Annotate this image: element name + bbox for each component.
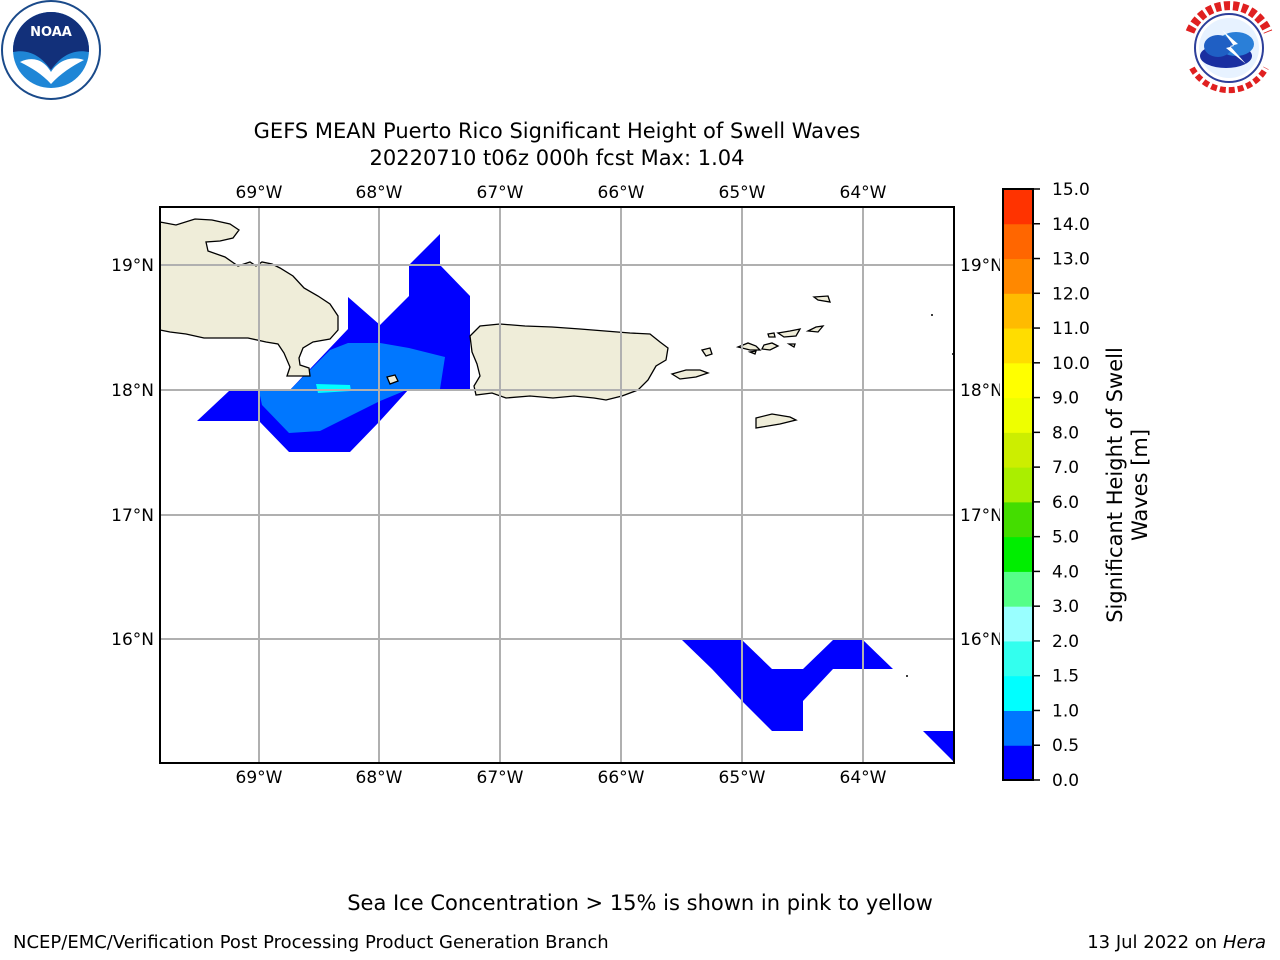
colorbar-tick-label: 9.0 bbox=[1052, 389, 1079, 409]
colorbar-swatch bbox=[1003, 258, 1033, 294]
colorbar-swatch bbox=[1003, 293, 1033, 329]
colorbar-title-line1: Significant Height of Swell bbox=[1103, 347, 1127, 623]
lon-label: 67°W bbox=[477, 183, 524, 203]
colorbar-swatch bbox=[1003, 571, 1033, 607]
colorbar-swatch bbox=[1003, 362, 1033, 399]
colorbar-tick-label: 15.0 bbox=[1052, 180, 1090, 200]
anegada bbox=[812, 295, 831, 303]
hispaniola bbox=[159, 218, 339, 377]
colorbar-swatch bbox=[1003, 467, 1033, 503]
lon-labels-top: 69°W 68°W 67°W 66°W 65°W 64°W bbox=[236, 183, 887, 203]
sea-ice-note: Sea Ice Concentration > 15% is shown in … bbox=[347, 891, 933, 915]
colorbar-swatch bbox=[1003, 710, 1033, 746]
lat-label: 17°N bbox=[960, 506, 1003, 526]
colorbar-swatches bbox=[1003, 189, 1033, 781]
lat-label: 17°N bbox=[111, 506, 154, 526]
virgin-gorda bbox=[805, 325, 825, 333]
swell-contour-mid-blue bbox=[259, 343, 445, 433]
mona-island bbox=[386, 374, 399, 385]
lon-label: 64°W bbox=[840, 768, 887, 788]
st-thomas bbox=[735, 342, 762, 351]
colorbar-tick-label: 6.0 bbox=[1052, 493, 1079, 513]
small-islet-b bbox=[786, 343, 796, 348]
map-title: GEFS MEAN Puerto Rico Significant Height… bbox=[253, 119, 861, 143]
colorbar-swatch bbox=[1003, 675, 1033, 711]
noaa-logo-text: NOAA bbox=[30, 25, 72, 40]
lon-label: 69°W bbox=[236, 183, 283, 203]
colorbar-tick-label: 12.0 bbox=[1052, 284, 1090, 304]
lon-label: 64°W bbox=[840, 183, 887, 203]
map-plot-area bbox=[159, 206, 955, 764]
colorbar-tick-label: 14.0 bbox=[1052, 215, 1090, 235]
lat-label: 18°N bbox=[111, 381, 154, 401]
production-machine: Hera bbox=[1222, 932, 1266, 953]
culebra bbox=[700, 347, 713, 357]
colorbar-tick-label: 1.0 bbox=[1052, 701, 1079, 721]
lon-label: 65°W bbox=[719, 183, 766, 203]
colorbar-swatch bbox=[1003, 745, 1033, 781]
map-subtitle: 20220710 t06z 000h fcst Max: 1.04 bbox=[369, 146, 745, 170]
colorbar-swatch bbox=[1003, 640, 1033, 677]
swell-contour-blue-corner bbox=[923, 731, 954, 762]
lat-label: 18°N bbox=[960, 381, 1003, 401]
swell-contour-blue-south bbox=[682, 640, 893, 731]
colorbar-tick-label: 13.0 bbox=[1052, 250, 1090, 270]
colorbar-swatch bbox=[1003, 189, 1033, 225]
lon-label: 65°W bbox=[719, 768, 766, 788]
lat-label: 19°N bbox=[960, 256, 1003, 276]
colorbar-tick-label: 3.0 bbox=[1052, 597, 1079, 617]
st-croix bbox=[755, 413, 798, 429]
lon-label: 66°W bbox=[598, 768, 645, 788]
small-islet-a bbox=[767, 332, 776, 338]
nws-logo bbox=[1182, 1, 1276, 95]
land-masses bbox=[159, 218, 831, 429]
colorbar-swatch bbox=[1003, 501, 1033, 538]
noaa-logo: NOAA bbox=[1, 0, 101, 100]
colorbar-swatch bbox=[1003, 328, 1033, 364]
colorbar-tick-label: 2.0 bbox=[1052, 632, 1079, 652]
vieques bbox=[670, 369, 710, 380]
lon-label: 66°W bbox=[598, 183, 645, 203]
production-date-text: 13 Jul 2022 on bbox=[1087, 932, 1223, 953]
lon-label: 68°W bbox=[356, 768, 403, 788]
colorbar-frame bbox=[1002, 188, 1034, 781]
colorbar-swatch bbox=[1003, 606, 1033, 642]
map-gridlines bbox=[160, 207, 954, 763]
small-islet-c bbox=[747, 350, 757, 355]
tortola bbox=[776, 328, 802, 338]
lon-label: 67°W bbox=[477, 768, 524, 788]
colorbar: 0.0 0.5 1.0 1.5 2.0 3.0 4.0 5.0 6.0 7.0 8.0 9.0 10.0… bbox=[1000, 180, 1090, 791]
colorbar-tick-label: 1.5 bbox=[1052, 667, 1079, 687]
producer-credit: NCEP/EMC/Verification Post Processing Pr… bbox=[13, 932, 609, 953]
map-frame bbox=[159, 206, 955, 764]
lon-label: 68°W bbox=[356, 183, 403, 203]
colorbar-tick-label: 7.0 bbox=[1052, 458, 1079, 478]
colorbar-tick-label: 0.5 bbox=[1052, 736, 1079, 756]
colorbar-tick-label: 10.0 bbox=[1052, 354, 1090, 374]
colorbar-title-line2: Waves [m] bbox=[1128, 428, 1152, 542]
lat-label: 19°N bbox=[111, 256, 154, 276]
colorbar-tick-label: 4.0 bbox=[1052, 562, 1079, 582]
colorbar-tick-label: 5.0 bbox=[1052, 528, 1079, 548]
colorbar-swatch bbox=[1003, 536, 1033, 572]
colorbar-tick-label: 0.0 bbox=[1052, 771, 1079, 791]
colorbar-swatch bbox=[1003, 223, 1033, 260]
colorbar-swatch bbox=[1003, 432, 1033, 468]
colorbar-swatch bbox=[1003, 397, 1033, 433]
colorbar-tick-label: 11.0 bbox=[1052, 319, 1090, 339]
lat-label: 16°N bbox=[960, 630, 1003, 650]
colorbar-ticks: 0.0 0.5 1.0 1.5 2.0 3.0 4.0 5.0 6.0 7.0 8.0 9.0 10.0… bbox=[1033, 180, 1090, 791]
st-john bbox=[761, 342, 780, 351]
colorbar-tick-label: 8.0 bbox=[1052, 423, 1079, 443]
lat-labels-right: 19°N 18°N 17°N 16°N bbox=[960, 256, 1003, 650]
lat-labels-left: 19°N 18°N 17°N 16°N bbox=[111, 256, 154, 650]
lat-label: 16°N bbox=[111, 630, 154, 650]
lon-label: 69°W bbox=[236, 768, 283, 788]
production-date: 13 Jul 2022 on Hera bbox=[1087, 932, 1266, 953]
lon-labels-bottom: 69°W 68°W 67°W 66°W 65°W 64°W bbox=[236, 768, 887, 788]
